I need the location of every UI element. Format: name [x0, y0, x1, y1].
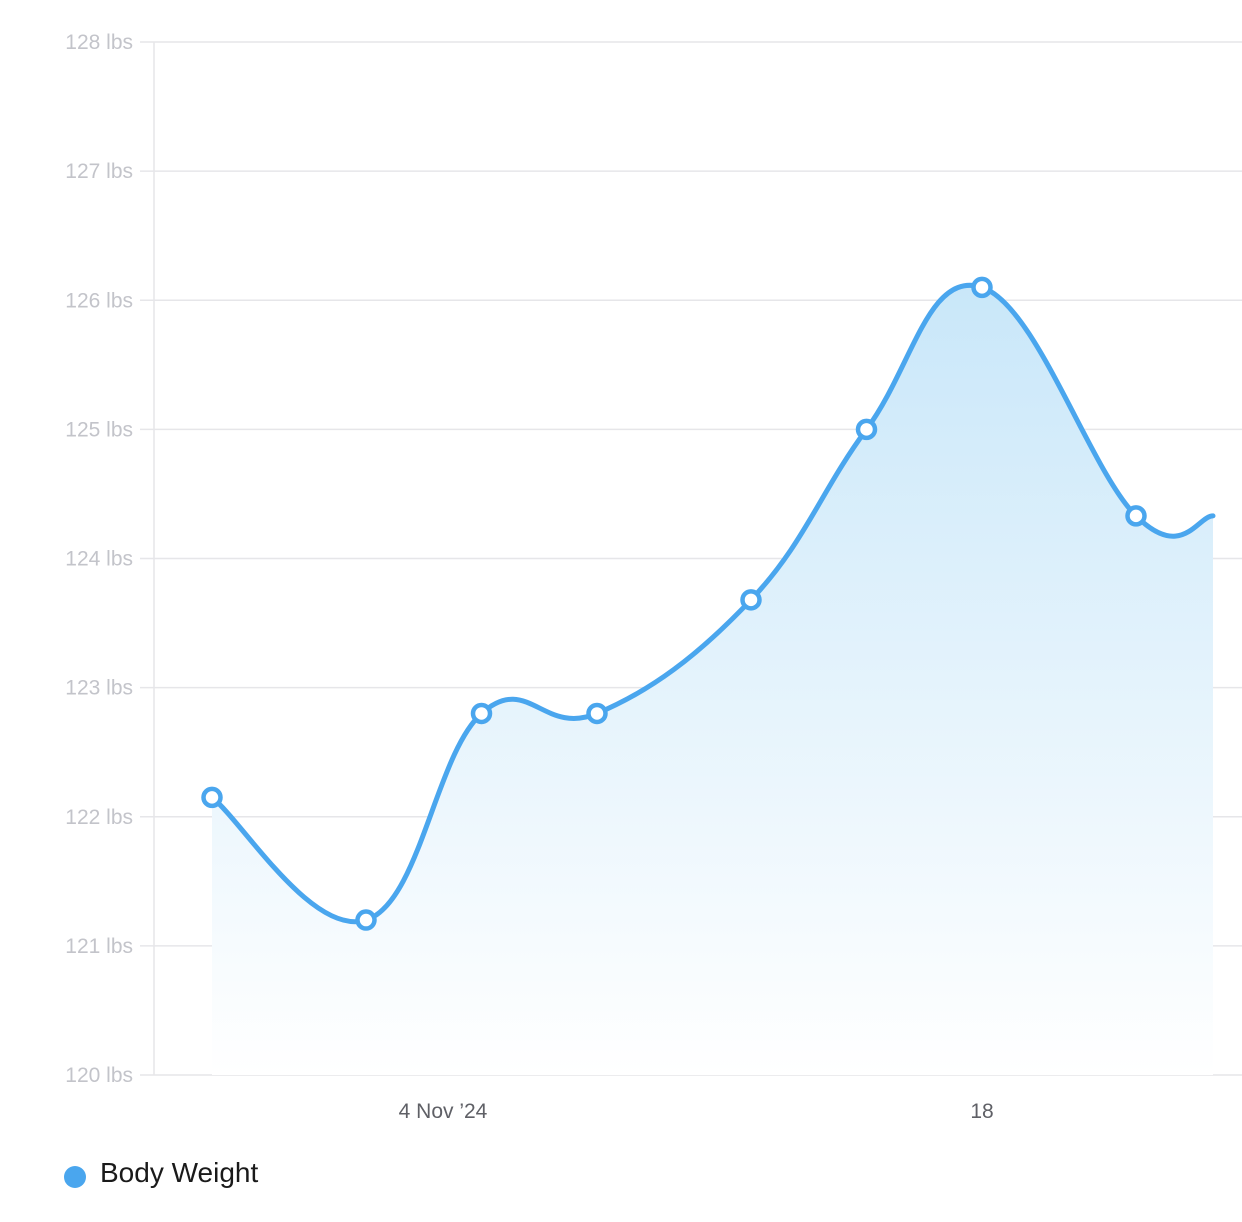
data-point[interactable] — [971, 276, 993, 299]
area-fill-shape — [212, 285, 1213, 1076]
x-tick-label: 18 — [970, 1100, 993, 1123]
y-tick-label: 123 lbs — [65, 677, 133, 700]
x-tick-label: 4 Nov ’24 — [399, 1100, 488, 1123]
data-point[interactable] — [201, 786, 223, 809]
data-point[interactable] — [355, 909, 377, 931]
area-fill — [212, 285, 1213, 1076]
y-tick-label: 125 lbs — [65, 418, 133, 441]
data-point[interactable] — [855, 418, 878, 441]
y-tick-label: 126 lbs — [65, 289, 133, 312]
legend-swatch — [64, 1166, 86, 1188]
y-tick-label: 120 lbs — [65, 1064, 133, 1087]
x-axis-ticks: 4 Nov ’24 18 — [399, 1100, 994, 1123]
y-tick-label: 122 lbs — [65, 806, 133, 829]
legend[interactable]: Body Weight — [64, 1157, 258, 1189]
y-axis-ticks: 128 lbs 127 lbs 126 lbs 125 lbs 124 lbs 123 l… — [65, 31, 133, 1087]
data-point[interactable] — [740, 589, 762, 611]
y-tick-label: 128 lbs — [65, 31, 133, 54]
legend-label: Body Weight — [100, 1157, 259, 1188]
data-point[interactable] — [586, 702, 608, 725]
y-tick-label: 127 lbs — [65, 160, 133, 183]
data-points — [201, 276, 1147, 931]
weight-chart: 128 lbs 127 lbs 126 lbs 125 lbs 124 lbs 123 l… — [65, 31, 1242, 1123]
data-point[interactable] — [470, 702, 493, 725]
y-tick-label: 124 lbs — [65, 548, 133, 571]
data-point[interactable] — [1125, 505, 1147, 527]
y-tick-label: 121 lbs — [65, 935, 133, 958]
